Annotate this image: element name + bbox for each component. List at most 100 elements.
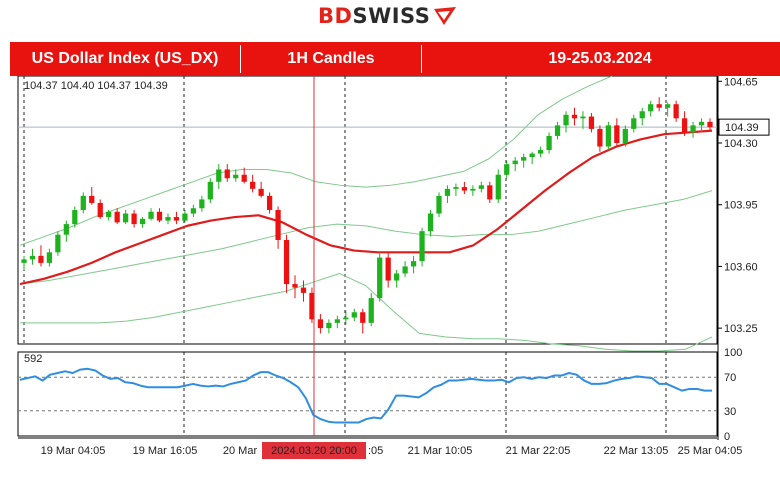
main-panel-frame <box>17 76 718 345</box>
crosshair-time-label: 2024.03.20 20:00 <box>271 445 357 457</box>
candle-body <box>495 174 501 200</box>
candle-body <box>300 287 307 293</box>
crosshair-time-suffix: :05 <box>368 445 383 457</box>
price-tick-label: 104.30 <box>724 138 758 150</box>
indicator-tick-label: 0 <box>724 431 730 443</box>
candle-body <box>665 104 671 108</box>
candle-body <box>537 150 544 154</box>
candle-body <box>156 211 163 221</box>
candle-body <box>207 181 213 200</box>
time-axis-label: 22 Mar 13:05 <box>604 445 669 457</box>
candle-body <box>241 174 247 182</box>
candle-body <box>690 125 696 133</box>
time-axis-label: 20 Mar <box>223 445 258 457</box>
candle-body <box>461 187 468 191</box>
candle-body <box>190 208 197 214</box>
candle-body <box>394 273 400 281</box>
timeframe-label: 1H Candles <box>287 50 375 67</box>
candle-body <box>673 104 679 119</box>
candle-body <box>597 128 603 147</box>
date-range-label: 19-25.03.2024 <box>548 50 652 67</box>
indicator-tick-label: 70 <box>724 372 736 384</box>
candle-body <box>377 257 383 299</box>
indicator-line <box>19 367 712 424</box>
candle-body <box>131 213 137 225</box>
time-axis-label: 19 Mar 16:05 <box>133 445 198 457</box>
crosshair-time-box <box>262 442 366 459</box>
candle-body <box>410 261 417 267</box>
candle-body <box>114 211 120 223</box>
lower-band-line <box>20 272 713 352</box>
candle-body <box>343 317 349 320</box>
candle-body <box>436 195 442 214</box>
candle-body <box>334 319 340 323</box>
candle-body <box>38 255 44 263</box>
candle-body <box>639 111 645 119</box>
candle-body <box>614 125 620 143</box>
candle-body <box>470 188 476 191</box>
candle-body <box>554 125 561 136</box>
symbol-title: US Dollar Index (US_DX) <box>31 50 219 67</box>
candle-body <box>106 211 112 218</box>
time-axis-label: 25 Mar 04:05 <box>678 445 743 457</box>
candle-body <box>97 202 103 218</box>
candle-body <box>63 224 69 235</box>
candle-body <box>631 118 637 129</box>
candle-body <box>165 217 171 221</box>
candle-body <box>21 259 27 263</box>
candle-body <box>351 312 357 318</box>
indicator-name: 592 <box>24 353 42 365</box>
candle-body <box>487 185 493 200</box>
indicator-panel-frame <box>17 351 718 437</box>
candle-body <box>89 195 95 203</box>
upper-band-line <box>19 76 613 246</box>
candle-body <box>55 234 61 253</box>
candle-body <box>317 319 324 329</box>
candle-body <box>444 188 451 196</box>
time-axis-label: 21 Mar 10:05 <box>408 445 473 457</box>
candle-body <box>571 114 578 119</box>
candle-body <box>139 218 146 225</box>
chart-header: US Dollar Index (US_DX) 1H Candles 19-25… <box>10 42 780 76</box>
indicator-tick-label: 30 <box>724 406 736 418</box>
price-chart[interactable]: 104.37 104.40 104.37 104.39 104.65 104.30 1… <box>0 76 780 480</box>
candle-body <box>605 125 611 147</box>
candle-body <box>563 114 569 126</box>
candle-body <box>233 174 239 179</box>
candle-body <box>478 185 484 189</box>
middle-band-line <box>19 190 713 285</box>
candle-body <box>283 239 290 285</box>
candle-body <box>419 231 425 262</box>
candle-body <box>385 257 391 281</box>
candle-body <box>648 104 654 112</box>
candle-body <box>148 211 154 219</box>
candle-body <box>275 210 281 240</box>
header-divider <box>421 45 422 73</box>
candle-body <box>266 195 273 210</box>
time-axis-label: 19 Mar 04:05 <box>41 445 106 457</box>
candle-body <box>512 160 518 165</box>
price-tick-label: 103.60 <box>724 261 758 273</box>
candle-body <box>292 284 298 288</box>
brand-arrow-icon <box>434 7 456 25</box>
time-axis-label: 21 Mar 22:05 <box>506 445 571 457</box>
current-price-label: 104.39 <box>725 122 759 134</box>
brand-name-dark: SWISS <box>352 4 431 28</box>
candle-body <box>521 157 527 161</box>
candle-body <box>182 213 188 221</box>
ohlc-readout: 104.37 104.40 104.37 104.39 <box>24 80 168 92</box>
brand-logo: BDSWISS <box>0 0 780 34</box>
candle-body <box>546 135 552 151</box>
candle-body <box>707 121 713 128</box>
price-tick-label: 103.95 <box>724 200 758 212</box>
price-tick-label: 104.65 <box>724 76 758 88</box>
candle-body <box>173 217 180 221</box>
candle-body <box>588 116 595 129</box>
candle-body <box>427 213 434 232</box>
candle-body <box>250 181 256 189</box>
moving-average-line <box>19 129 713 286</box>
current-price-tag <box>718 118 770 136</box>
candle-body <box>360 312 366 323</box>
brand-name: BDSWISS <box>318 4 430 28</box>
candle-body <box>224 169 230 179</box>
